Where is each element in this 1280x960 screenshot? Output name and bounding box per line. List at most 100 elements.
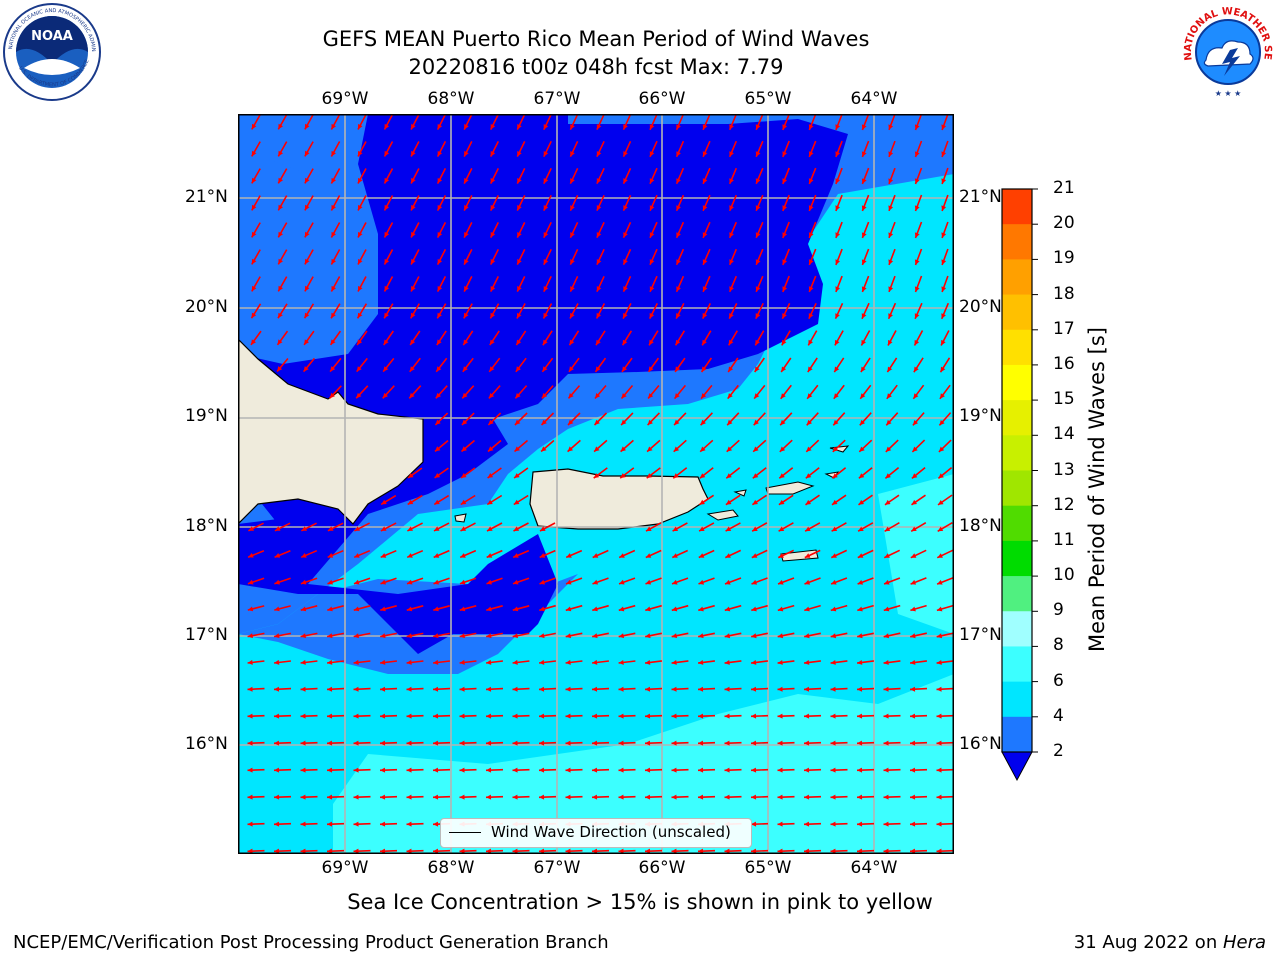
wave-direction-arrowhead <box>885 499 891 505</box>
wave-direction-arrowhead <box>596 232 602 238</box>
wave-direction-arrowhead <box>887 366 893 373</box>
wave-direction-arrowhead <box>437 286 443 292</box>
wave-direction-arrowhead <box>543 151 549 157</box>
wave-direction-arrowhead <box>618 606 625 612</box>
wave-direction-arrowhead <box>912 446 918 452</box>
wave-direction-arrowhead <box>751 821 757 827</box>
wave-direction-arrowhead <box>646 526 652 532</box>
wave-direction-arrowhead <box>857 633 863 639</box>
colorbar-segment <box>1002 189 1032 225</box>
wave-direction-arrowhead <box>331 204 336 211</box>
wave-direction-arrowhead <box>304 231 310 238</box>
wave-direction-arrowhead <box>515 366 521 372</box>
wave-direction-arrowhead <box>911 473 918 479</box>
wave-direction-arrowhead <box>910 660 916 665</box>
colorbar-tick-label: 12 <box>1053 494 1075 515</box>
wave-direction-arrowhead <box>698 713 704 719</box>
wave-direction-arrowhead <box>777 660 783 665</box>
wave-direction-arrowhead <box>936 660 942 665</box>
wave-direction-arrowhead <box>330 339 336 345</box>
wave-direction-arrowhead <box>327 579 333 585</box>
wave-direction-arrowhead <box>380 633 386 639</box>
vieques-island <box>706 509 739 521</box>
wave-direction-arrowhead <box>490 178 496 184</box>
wave-direction-arrowhead <box>380 686 386 692</box>
field-2-4-nw <box>238 114 368 174</box>
wave-direction-arrowhead <box>671 633 678 639</box>
wave-direction-arrowhead <box>380 579 386 585</box>
wave-direction-arrowhead <box>433 848 439 854</box>
wave-direction-arrowhead <box>380 794 386 800</box>
wave-direction-arrowhead <box>407 579 413 585</box>
wave-direction-arrowhead <box>857 606 863 612</box>
wave-direction-arrowhead <box>702 205 708 211</box>
wave-direction-arrowhead <box>353 659 359 665</box>
wave-direction-arrowhead <box>247 579 254 585</box>
wave-direction-arrowhead <box>724 740 730 746</box>
wave-direction-arrowhead <box>807 393 813 399</box>
wave-direction-arrowhead <box>514 419 521 425</box>
wave-direction-arrowhead <box>513 499 520 505</box>
wave-direction-arrowhead <box>384 285 390 292</box>
wave-direction-arrowhead <box>938 473 944 479</box>
wave-direction-arrowhead <box>411 177 416 184</box>
colorbar-tick-label: 19 <box>1053 248 1075 269</box>
colorbar-segment <box>1002 681 1032 718</box>
wave-direction-arrowhead <box>618 633 625 639</box>
wave-direction-arrowhead <box>782 178 787 184</box>
wave-direction-arrowhead <box>937 579 943 585</box>
wave-direction-arrowhead <box>804 579 811 585</box>
wave-direction-arrowhead <box>434 526 440 531</box>
wave-direction-arrowhead <box>859 419 865 426</box>
wave-direction-arrowhead <box>805 526 811 532</box>
wave-direction-arrowhead <box>437 124 443 130</box>
wave-direction-arrowhead <box>777 606 784 612</box>
wave-direction-arrowhead <box>941 232 947 238</box>
wave-direction-arrowhead <box>461 419 468 425</box>
wave-direction-arrowhead <box>857 848 863 854</box>
colorbar <box>1000 186 1040 786</box>
wave-direction-arrowhead <box>778 499 785 505</box>
wave-direction-arrowhead <box>910 740 916 746</box>
wave-direction-arrowhead <box>353 633 359 639</box>
wave-direction-arrowhead <box>490 286 496 292</box>
wave-direction-arrowhead <box>593 473 600 479</box>
wave-direction-arrowhead <box>806 419 812 426</box>
wave-direction-arrowhead <box>565 686 571 692</box>
wave-direction-arrowhead <box>384 123 390 130</box>
wave-direction-arrowhead <box>755 232 761 238</box>
wave-direction-arrowhead <box>358 285 363 292</box>
lat-label-right-16n: 16°N <box>959 734 1002 754</box>
wave-direction-arrowhead <box>913 393 919 399</box>
wave-direction-arrowhead <box>910 606 916 612</box>
wave-direction-arrowhead <box>459 848 465 854</box>
wave-direction-arrowhead <box>701 366 707 372</box>
wave-direction-arrowhead <box>464 151 469 157</box>
wave-direction-arrowhead <box>804 740 810 746</box>
wave-direction-arrowhead <box>861 232 867 238</box>
wave-direction-arrowhead <box>353 794 359 800</box>
footer-date-text: 31 Aug 2022 on <box>1073 932 1223 953</box>
wave-direction-arrowhead <box>406 713 412 719</box>
lat-label-right-20n: 20°N <box>959 297 1002 317</box>
wave-direction-arrowhead <box>676 124 681 130</box>
wave-direction-arrowhead <box>353 606 360 612</box>
wave-direction-arrowhead <box>676 178 681 184</box>
wave-direction-arrowhead <box>937 553 943 558</box>
wave-direction-arrowhead <box>300 633 306 639</box>
wave-direction-arrowhead <box>512 713 518 719</box>
wave-direction-arrowhead <box>941 124 947 130</box>
wave-direction-arrowhead <box>567 446 573 452</box>
wave-direction-arrowhead <box>623 286 628 292</box>
wave-direction-arrowhead <box>699 526 705 532</box>
colorbar-tick-label: 9 <box>1053 600 1064 621</box>
wave-direction-arrowhead <box>411 123 416 130</box>
wave-direction-arrowhead <box>755 205 761 211</box>
wave-direction-arrowhead <box>331 258 336 265</box>
wave-direction-arrowhead <box>830 606 837 612</box>
wave-direction-arrowhead <box>888 286 894 292</box>
wave-direction-arrowhead <box>645 579 652 585</box>
wave-direction-arrowhead <box>858 499 864 505</box>
wave-direction-arrowhead <box>596 259 602 265</box>
wave-direction-arrowhead <box>724 713 730 719</box>
